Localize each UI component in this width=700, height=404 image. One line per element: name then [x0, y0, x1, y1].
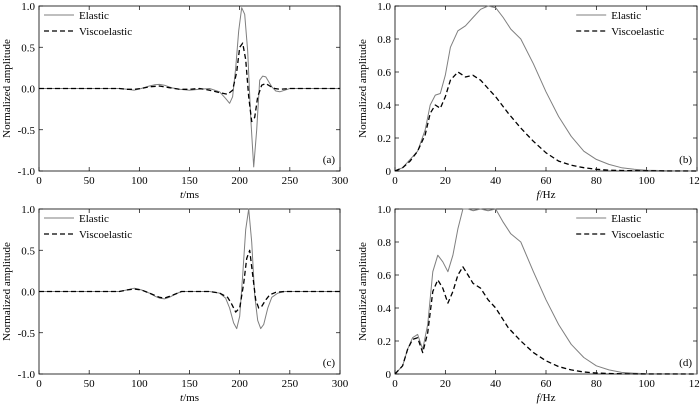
- y-tick-label: 0.0: [21, 84, 35, 96]
- x-tick-label: 200: [231, 175, 248, 187]
- x-tick-label: 0: [36, 175, 42, 187]
- series-line-viscoelastic: [39, 249, 340, 313]
- x-tick-label: 60: [541, 175, 553, 187]
- y-axis-label: Normalized amplitude: [357, 39, 369, 138]
- y-tick-label: 0: [386, 369, 392, 381]
- x-tick-label: 0: [392, 175, 398, 187]
- y-tick-label: 0.4: [377, 100, 391, 112]
- x-tick-label: 50: [84, 175, 96, 187]
- series-line-viscoelastic: [39, 42, 340, 123]
- y-tick-label: 1.0: [21, 1, 35, 13]
- y-axis-label: Normalized amplitude: [357, 242, 369, 341]
- series-line-elastic: [394, 208, 698, 375]
- x-axis-label-unit: /ms: [183, 392, 199, 404]
- panel-b: 0 20 40 60 80 100 120 0 0.2 0.4 0.6 0.8 1.0 Normalize…: [357, 1, 700, 201]
- x-axis-label: t/ms: [180, 392, 199, 404]
- panel-tag: (d): [679, 357, 692, 369]
- legend-label-viscoelastic: Viscoelastic: [611, 229, 664, 241]
- legend-label-elastic: Elastic: [79, 10, 109, 22]
- y-tick-label: 1.0: [377, 1, 391, 13]
- y-tick-label: 0.0: [21, 287, 35, 299]
- y-axis-label: Normalized amplitude: [1, 242, 13, 341]
- y-tick-label: 1.0: [377, 204, 391, 216]
- y-tick-label: 0.6: [377, 270, 391, 282]
- y-tick-label: 0.2: [377, 336, 391, 348]
- legend-label-elastic: Elastic: [611, 10, 641, 22]
- series-line-elastic: [39, 7, 340, 168]
- x-axis-label-variable: f: [537, 189, 542, 201]
- legend-label-viscoelastic: Viscoelastic: [611, 26, 664, 38]
- y-tick-label: 0.5: [21, 245, 35, 257]
- x-tick-label: 300: [332, 175, 349, 187]
- x-tick-label: 0: [392, 378, 398, 390]
- legend-label-viscoelastic: Viscoelastic: [79, 26, 132, 38]
- y-tick-label: 0: [386, 166, 392, 178]
- x-tick-label: 100: [638, 175, 655, 187]
- x-tick-label: 150: [181, 378, 198, 390]
- x-tick-label: 20: [440, 378, 452, 390]
- x-tick-label: 80: [591, 378, 603, 390]
- y-tick-label: -0.5: [18, 328, 36, 340]
- x-tick-label: 300: [332, 378, 349, 390]
- x-tick-label: 40: [490, 378, 502, 390]
- y-tick-label: 0.2: [377, 133, 391, 145]
- x-tick-label: 50: [84, 378, 96, 390]
- y-tick-label: 1.0: [21, 204, 35, 216]
- panel-tag: (c): [323, 357, 336, 369]
- x-axis-label: f/Hz: [537, 189, 556, 201]
- x-tick-label: 80: [591, 175, 603, 187]
- y-tick-label: -0.5: [18, 125, 36, 137]
- y-tick-label: 0.6: [377, 67, 391, 79]
- legend-label-elastic: Elastic: [79, 213, 109, 225]
- panel-c: 0 50 100 150 200 250 300 -1.0 -0.5 0.0 0.5 1.0 Norma…: [1, 204, 349, 404]
- panel-tag: (b): [679, 154, 692, 166]
- x-tick-label: 120: [689, 378, 700, 390]
- x-axis-label-unit: /ms: [183, 189, 199, 201]
- y-tick-label: 0.8: [377, 34, 391, 46]
- x-axis-label: t/ms: [180, 189, 199, 201]
- y-tick-label: 0.4: [377, 303, 391, 315]
- x-axis-label-variable: t: [180, 189, 184, 201]
- x-tick-label: 100: [131, 175, 148, 187]
- x-axis-label-unit: /Hz: [540, 392, 556, 404]
- x-tick-label: 100: [131, 378, 148, 390]
- panel-tag: (a): [323, 154, 336, 166]
- x-tick-label: 40: [490, 175, 502, 187]
- legend-label-viscoelastic: Viscoelastic: [79, 229, 132, 241]
- x-tick-label: 60: [541, 378, 553, 390]
- y-tick-label: 0.5: [21, 42, 35, 54]
- x-tick-label: 150: [181, 175, 198, 187]
- x-tick-label: 100: [638, 378, 655, 390]
- x-tick-label: 0: [36, 378, 42, 390]
- x-tick-label: 120: [689, 175, 700, 187]
- x-axis-label: f/Hz: [537, 392, 556, 404]
- y-tick-label: -1.0: [18, 166, 36, 178]
- series-line-viscoelastic: [394, 71, 697, 172]
- series-line-elastic: [394, 5, 698, 172]
- x-tick-label: 250: [282, 175, 299, 187]
- y-tick-label: 0.8: [377, 237, 391, 249]
- legend-label-elastic: Elastic: [611, 213, 641, 225]
- y-tick-label: -1.0: [18, 369, 36, 381]
- y-axis-label: Normalized amplitude: [1, 39, 13, 138]
- panel-a: 0 50 100 150 200 250 300 -1.0 -0.5 0.0 0.5 1.0 Norma…: [1, 1, 349, 201]
- x-tick-label: 20: [440, 175, 452, 187]
- x-tick-label: 200: [231, 378, 248, 390]
- series-line-viscoelastic: [394, 266, 697, 375]
- x-axis-label-unit: /Hz: [540, 189, 556, 201]
- series-line-elastic: [39, 208, 340, 330]
- x-tick-label: 250: [282, 378, 299, 390]
- panel-d: 0 20 40 60 80 100 120 0 0.2 0.4 0.6 0.8 1.0 Normalize…: [357, 204, 700, 404]
- x-axis-label-variable: t: [180, 392, 184, 404]
- x-axis-label-variable: f: [537, 392, 542, 404]
